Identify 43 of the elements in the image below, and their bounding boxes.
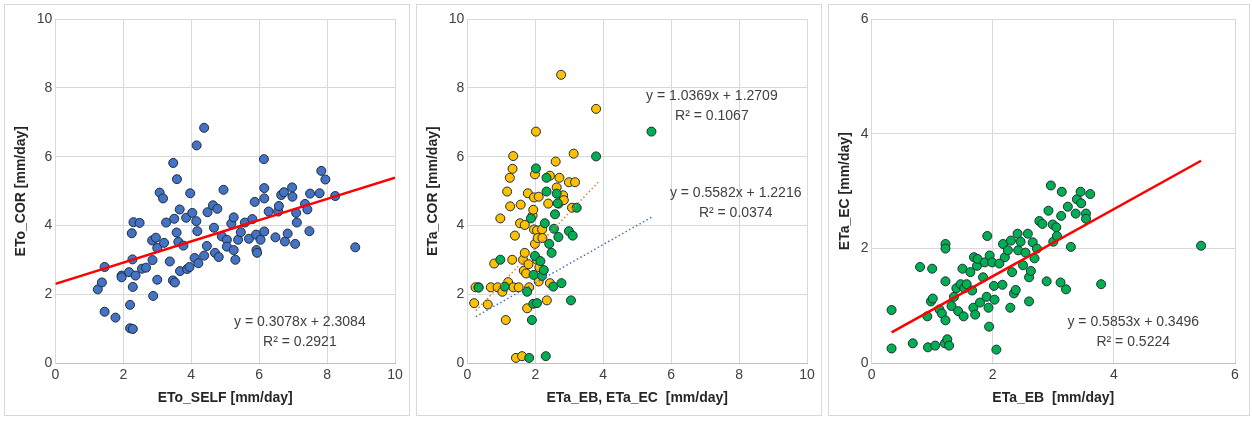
x-tick-label: 2 <box>988 365 997 382</box>
x-tick-label: 8 <box>735 365 744 382</box>
y-tick-label: 2 <box>456 285 465 302</box>
y-tick-label: 6 <box>860 9 869 26</box>
x-tick-label: 10 <box>799 365 815 382</box>
x-axis-title: ETo_SELF [mm/day] <box>157 389 293 406</box>
x-tick-label: 6 <box>255 365 264 382</box>
y-axis-title: ETa_EC [mm/day] <box>836 132 853 251</box>
annotation: y = 0.5582x + 1.2216 <box>669 183 802 200</box>
annotation: R² = 0.0374 <box>698 203 773 220</box>
y-tick-label: 2 <box>860 239 869 256</box>
y-tick-label: 8 <box>456 78 465 95</box>
x-tick-label: 6 <box>667 365 676 382</box>
y-tick-label: 4 <box>456 216 465 233</box>
x-tick-label: 2 <box>531 365 540 382</box>
y-tick-label: 0 <box>44 354 53 371</box>
y-tick-label: 2 <box>44 285 53 302</box>
annotation: R² = 0.2921 <box>263 332 337 349</box>
y-axis-title: ETo_COR [mm/day] <box>12 125 29 257</box>
annotation: R² = 0.1067 <box>675 107 749 124</box>
y-tick-label: 10 <box>448 9 465 26</box>
y-tick-label: 4 <box>44 216 53 233</box>
x-tick-label: 4 <box>187 365 196 382</box>
y-axis-title: ETa_COR [mm/day] <box>424 126 441 257</box>
y-tick-label: 8 <box>44 78 53 95</box>
annotation: y = 0.5853x + 0.3496 <box>1067 312 1200 329</box>
y-tick-label: 6 <box>456 147 465 164</box>
annotation: y = 0.3078x + 2.3084 <box>234 312 366 329</box>
x-tick-label: 10 <box>387 365 403 382</box>
x-axis-title: ETa_EB, ETa_EC [mm/day] <box>546 389 728 406</box>
annotation: y = 1.0369x + 1.2709 <box>646 87 778 104</box>
y-tick-label: 6 <box>44 147 53 164</box>
y-tick-label: 4 <box>860 124 869 141</box>
y-tick-label: 10 <box>36 9 53 26</box>
y-tick-label: 0 <box>860 354 869 371</box>
x-tick-label: 2 <box>119 365 128 382</box>
x-tick-label: 6 <box>1231 365 1240 382</box>
x-tick-label: 4 <box>599 365 608 382</box>
x-tick-label: 8 <box>323 365 332 382</box>
x-axis-title: ETa_EB [mm/day] <box>992 389 1115 406</box>
y-tick-label: 0 <box>456 354 465 371</box>
x-tick-label: 4 <box>1109 365 1118 382</box>
annotation: R² = 0.5224 <box>1096 332 1171 349</box>
